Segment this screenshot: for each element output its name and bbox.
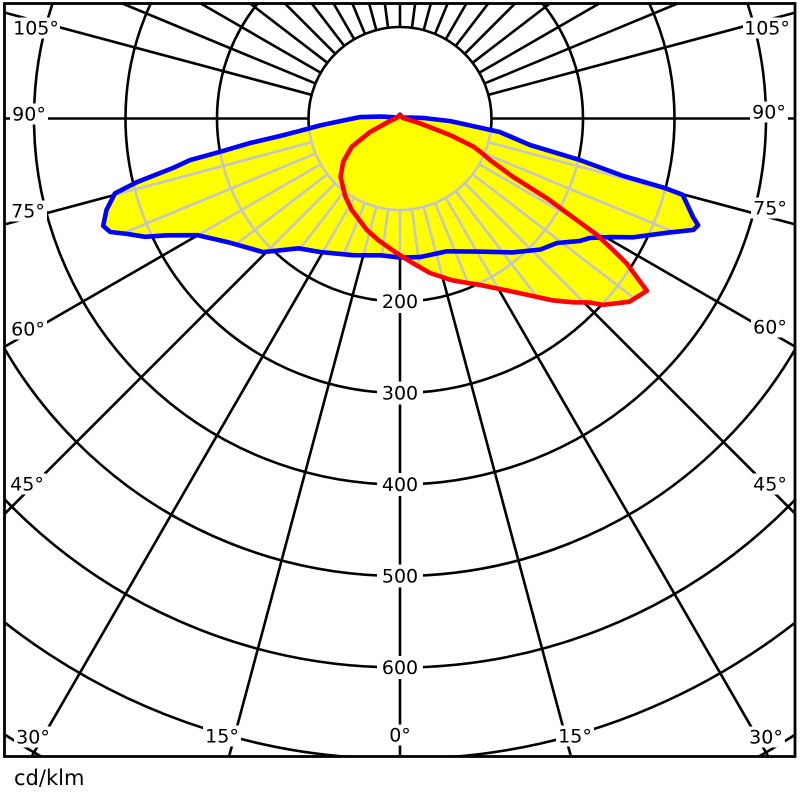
gamma-axis-labels: 105° 90° 75° 60° 45° 30° 15° 0° 15° 30° 45° 60° 75° 9… [8, 17, 791, 749]
gamma-axis-label: 30° [749, 727, 783, 749]
radial-tick-label: 300 [382, 383, 418, 405]
grid-line [488, 11, 794, 97]
grid-line [103, 152, 316, 305]
label-background [556, 725, 594, 747]
gamma-axis-label: 15° [558, 726, 592, 748]
grid-line [5, 11, 312, 97]
radial-tick-label: 200 [382, 291, 418, 313]
blue-curve [100, 112, 701, 260]
label-background [10, 103, 48, 125]
gamma-axis-label: 15° [205, 726, 239, 748]
grid-line [463, 182, 699, 305]
label-background [750, 101, 788, 123]
radial-tick-label: 400 [382, 474, 418, 496]
label-background [386, 724, 414, 746]
grid-line [199, 4, 322, 74]
grid-line [227, 206, 378, 756]
grid-line [103, 140, 312, 305]
chart-frame [3, 2, 797, 758]
gamma-axis-label: 90° [752, 102, 786, 124]
label-background [377, 473, 423, 496]
radial-tick-label: 500 [382, 566, 418, 588]
label-background [743, 17, 791, 39]
label-background [9, 318, 47, 340]
label-background [377, 290, 423, 313]
gamma-axis-label: 45° [10, 474, 44, 496]
grid-line [30, 197, 356, 756]
gamma-axis-label: 0° [389, 725, 411, 747]
grid-line [422, 206, 573, 756]
grid-line [488, 140, 699, 305]
label-background [751, 316, 789, 338]
gamma-axis-label: 75° [11, 201, 45, 223]
gamma-axis-label: 105° [13, 18, 59, 40]
grid-line [5, 182, 337, 516]
radial-tick-label: 600 [382, 657, 418, 679]
label-background [8, 473, 46, 495]
label-background [203, 725, 241, 747]
label-background [377, 381, 423, 405]
label-background [747, 726, 785, 748]
label-background [751, 473, 789, 495]
grid-line [103, 163, 322, 305]
grid-line [471, 173, 699, 305]
label-background [751, 197, 789, 219]
gamma-axis-label: 90° [12, 104, 46, 126]
gamma-axis-label: 60° [11, 319, 45, 341]
label-background [377, 564, 423, 588]
grid-line [454, 190, 699, 305]
grid-line [120, 4, 316, 85]
grid-line [484, 4, 680, 85]
grid-line [444, 197, 770, 756]
grid-line [484, 152, 699, 305]
gamma-axis-label: 45° [753, 474, 787, 496]
label-background [9, 200, 47, 222]
unit-label: cd/klm [14, 766, 85, 790]
label-background [14, 726, 52, 748]
gamma-axis-label: 30° [16, 727, 50, 749]
grid-line [478, 4, 601, 74]
red-curve [338, 113, 650, 308]
label-background [377, 656, 423, 679]
gamma-axis-label: 75° [753, 198, 787, 220]
gamma-axis-label: 105° [744, 18, 790, 40]
radial-axis-labels: 200 300 400 500 600 [377, 290, 423, 679]
gamma-axis-label: 60° [753, 317, 787, 339]
label-background [12, 17, 60, 39]
